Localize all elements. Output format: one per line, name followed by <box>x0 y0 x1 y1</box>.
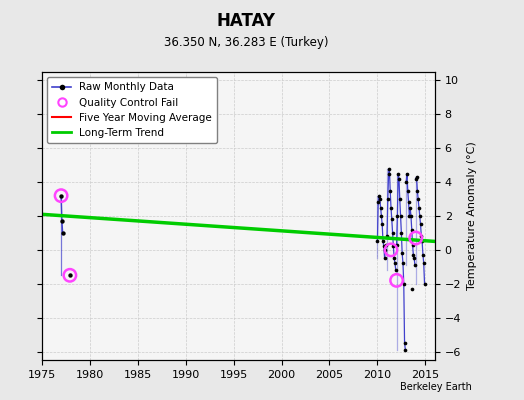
Point <box>389 243 398 250</box>
Point <box>383 233 391 240</box>
Point <box>414 196 422 202</box>
Point <box>394 170 402 177</box>
Point <box>400 340 409 346</box>
Point <box>403 187 412 194</box>
Point <box>417 221 425 228</box>
Point <box>57 192 66 199</box>
Point <box>388 230 397 236</box>
Point <box>392 277 401 284</box>
Point <box>405 213 413 219</box>
Point <box>378 221 386 228</box>
Point <box>391 267 400 274</box>
Point <box>384 196 392 202</box>
Point <box>403 170 411 177</box>
Point <box>407 213 415 219</box>
Point <box>395 176 403 182</box>
Point <box>385 165 394 172</box>
Point <box>380 255 389 262</box>
Point <box>387 204 395 211</box>
Point <box>397 230 406 236</box>
Point <box>375 192 383 199</box>
Point <box>66 272 74 278</box>
Text: 36.350 N, 36.283 E (Turkey): 36.350 N, 36.283 E (Turkey) <box>164 36 329 49</box>
Point <box>416 213 424 219</box>
Point <box>415 204 423 211</box>
Point <box>413 187 421 194</box>
Point <box>385 170 393 177</box>
Point <box>420 260 428 267</box>
Point <box>376 196 384 202</box>
Point <box>393 213 401 219</box>
Point <box>381 247 389 253</box>
Point <box>391 260 399 267</box>
Point <box>379 243 388 250</box>
Point <box>420 280 429 287</box>
Point <box>374 199 383 206</box>
Point <box>408 242 417 248</box>
Point <box>377 213 386 219</box>
Point <box>398 250 406 256</box>
Point <box>402 179 410 185</box>
Point <box>409 252 418 258</box>
Point <box>396 213 405 219</box>
Text: HATAY: HATAY <box>217 12 276 30</box>
Y-axis label: Temperature Anomaly (°C): Temperature Anomaly (°C) <box>467 142 477 290</box>
Point <box>401 347 410 353</box>
Point <box>386 187 395 194</box>
Point <box>392 242 401 248</box>
Point <box>387 247 395 253</box>
Point <box>388 216 396 222</box>
Point <box>411 235 420 241</box>
Legend: Raw Monthly Data, Quality Control Fail, Five Year Moving Average, Long-Term Tren: Raw Monthly Data, Quality Control Fail, … <box>47 77 217 143</box>
Point <box>406 204 414 211</box>
Point <box>390 255 398 262</box>
Point <box>373 238 381 245</box>
Point <box>382 242 390 248</box>
Point <box>396 196 404 202</box>
Point <box>376 204 385 211</box>
Point <box>412 174 421 180</box>
Point <box>400 280 408 287</box>
Point <box>410 255 418 262</box>
Point <box>379 238 387 245</box>
Point <box>408 286 416 292</box>
Point <box>57 192 66 199</box>
Point <box>418 238 427 245</box>
Point <box>58 218 66 224</box>
Point <box>419 252 427 258</box>
Point <box>59 230 67 236</box>
Point <box>66 272 74 278</box>
Point <box>411 262 419 268</box>
Point <box>417 233 425 240</box>
Point <box>405 199 413 206</box>
Point <box>408 226 416 233</box>
Point <box>411 176 420 182</box>
Point <box>399 260 407 267</box>
Text: Berkeley Earth: Berkeley Earth <box>400 382 472 392</box>
